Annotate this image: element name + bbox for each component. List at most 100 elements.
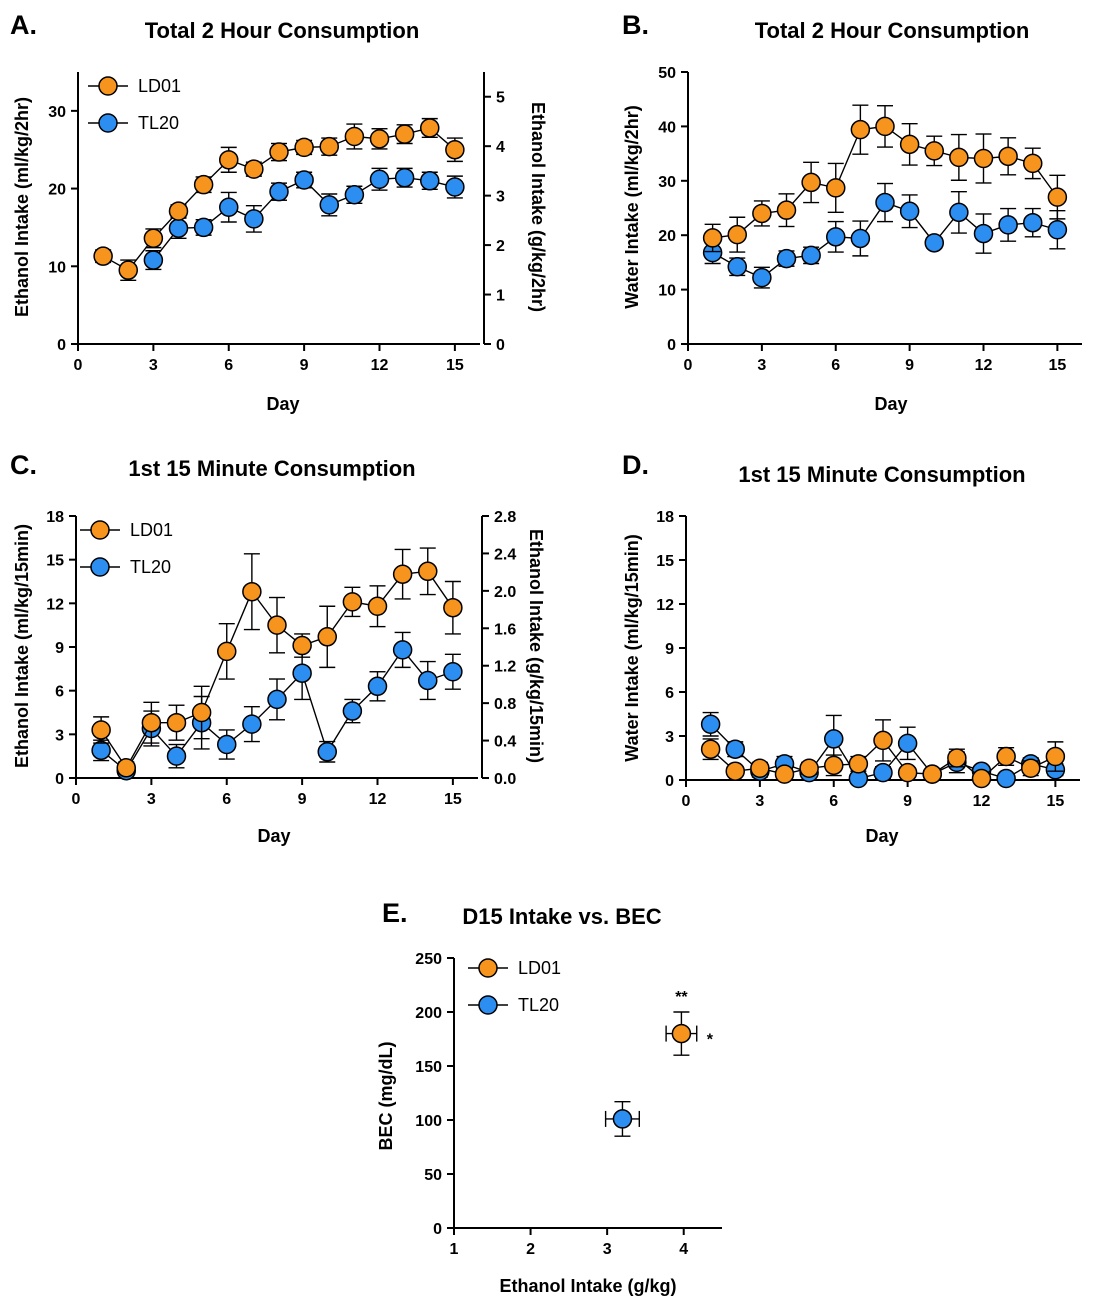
- panel-a-y-tick-label: 30: [48, 104, 66, 121]
- panel-c-right-tick-label: 1.6: [494, 621, 516, 638]
- panel-d-y-tick-label: 12: [656, 597, 674, 614]
- panel-c-y-tick-label: 9: [55, 640, 64, 657]
- panel-b-point-tl20: [1047, 220, 1068, 240]
- panel-b-y-tick-label: 30: [658, 174, 676, 191]
- panel-a-point-ld01: [193, 174, 214, 195]
- panel-c-point-ld01: [166, 712, 187, 733]
- panel-c-point-tl20: [367, 676, 388, 697]
- panel-a-point-tl20: [143, 250, 164, 270]
- panel-c-title: 1st 15 Minute Consumption: [128, 456, 415, 481]
- panel-a-point-tl20: [344, 185, 365, 205]
- panel-d-y-tick-label: 18: [656, 509, 674, 526]
- legend-label-ld01: LD01: [518, 958, 561, 978]
- panel-a-title: Total 2 Hour Consumption: [145, 18, 420, 43]
- panel-c-point-ld01: [292, 635, 312, 656]
- panel-a-point-ld01: [369, 129, 390, 149]
- panel-a-point-ld01: [244, 159, 264, 179]
- panel-b-point-tl20: [949, 202, 969, 223]
- panel-d-point-tl20: [996, 768, 1016, 789]
- panel-a-letter: A.: [10, 10, 37, 40]
- panel-c-point-tl20: [317, 742, 337, 762]
- panel-b-point-ld01: [998, 146, 1018, 167]
- panel-a-point-ld01: [143, 228, 164, 249]
- legend-marker-tl20: [90, 557, 110, 577]
- panel-a-x-tick-label: 9: [300, 357, 309, 374]
- panel-e-y-tick-label: 0: [433, 1221, 442, 1238]
- panel-c-right-axis-label: Ethanol Intake (g/kg/15min): [526, 529, 546, 763]
- panel-a-right-tick-label: 4: [496, 139, 505, 156]
- panel-a-point-tl20: [219, 197, 239, 217]
- panel-b-point-ld01: [702, 228, 723, 248]
- panel-c-point-tl20: [217, 734, 237, 755]
- panel-d-x-tick-label: 6: [829, 793, 838, 810]
- panel-d-point-ld01: [897, 762, 918, 783]
- panel-b-point-tl20: [899, 201, 920, 222]
- panel-a-point-tl20: [445, 177, 465, 197]
- panel-b-point-ld01: [850, 119, 871, 140]
- panel-a-point-ld01: [394, 124, 415, 144]
- panel-e-y-tick-label: 200: [415, 1005, 442, 1022]
- panel-b-point-ld01: [973, 148, 994, 169]
- panel-c-point-ld01: [217, 641, 237, 662]
- panel-c-y-tick-label: 12: [46, 596, 64, 613]
- panel-c-point-tl20: [91, 740, 111, 761]
- panel-c-point-ld01: [267, 615, 287, 635]
- panel-d-point-tl20: [897, 733, 918, 754]
- panel-a-right-tick-label: 2: [496, 238, 505, 255]
- panel-c-point-ld01: [418, 561, 438, 582]
- panel-c-point-tl20: [443, 661, 463, 682]
- panel-c-x-tick-label: 9: [298, 791, 307, 808]
- panel-e-y-tick-label: 250: [415, 951, 442, 968]
- panel-d-x-tick-label: 12: [973, 793, 991, 810]
- panel-e-point-tl20: [612, 1109, 633, 1129]
- panel-b-point-tl20: [850, 228, 871, 249]
- panel-c-point-tl20: [267, 689, 287, 710]
- panel-e-title: D15 Intake vs. BEC: [462, 904, 661, 929]
- panel-c-point-tl20: [242, 714, 262, 734]
- panel-b-y-tick-label: 40: [658, 119, 676, 136]
- panel-c-point-tl20: [418, 670, 438, 691]
- panel-b-x-tick-label: 6: [831, 357, 840, 374]
- panel-d-y-tick-label: 0: [665, 773, 674, 790]
- panel-d-x-tick-label: 0: [682, 793, 691, 810]
- panel-d-point-ld01: [725, 761, 745, 781]
- panel-d-point-ld01: [873, 730, 893, 751]
- panel-c-right-tick-label: 2.4: [494, 546, 516, 563]
- panel-a-point-tl20: [244, 209, 264, 229]
- panel-e-letter: E.: [382, 898, 408, 928]
- panel-e-x-tick-label: 3: [603, 1241, 612, 1258]
- panel-c-y-tick-label: 0: [55, 771, 64, 788]
- panel-a-x-tick-label: 0: [74, 357, 83, 374]
- panel-b-x-tick-label: 3: [757, 357, 766, 374]
- panel-e-x-tick-label: 2: [526, 1241, 535, 1258]
- panel-c-x-tick-label: 3: [147, 791, 156, 808]
- panel-a-point-ld01: [344, 126, 365, 147]
- panel-d-point-ld01: [971, 768, 992, 789]
- panel-d-point-ld01: [750, 758, 770, 779]
- panel-c-point-ld01: [367, 596, 388, 616]
- panel-d-x-axis-label: Day: [865, 826, 898, 846]
- panel-e: E. D15 Intake vs. BEC BEC (mg/dL) Ethano…: [376, 898, 722, 1296]
- panel-a-point-ld01: [294, 137, 314, 158]
- panel-c-right-tick-label: 0.0: [494, 771, 516, 788]
- panel-b: B. Total 2 Hour Consumption Water Intake…: [622, 10, 1082, 414]
- panel-b-point-ld01: [1023, 153, 1043, 174]
- panel-b-point-ld01: [801, 172, 821, 193]
- panel-c-x-tick-label: 12: [369, 791, 387, 808]
- panel-b-x-axis-label: Day: [874, 394, 907, 414]
- legend-marker-tl20: [98, 113, 118, 133]
- panel-b-x-tick-label: 15: [1048, 357, 1066, 374]
- legend-marker-ld01: [478, 958, 498, 978]
- panel-c-point-ld01: [342, 592, 363, 612]
- panel-e-y-axis-label: BEC (mg/dL): [376, 1042, 396, 1151]
- legend-label-tl20: TL20: [130, 557, 171, 577]
- panel-a-point-ld01: [420, 118, 440, 138]
- panel-a-x-tick-label: 15: [446, 357, 464, 374]
- panel-c-point-ld01: [392, 564, 413, 584]
- panel-b-point-tl20: [1023, 212, 1043, 233]
- panel-b-point-tl20: [875, 192, 895, 213]
- panel-d-point-tl20: [824, 729, 844, 749]
- panel-d: D. 1st 15 Minute Consumption Water Intak…: [622, 450, 1080, 846]
- panel-c-y-tick-label: 15: [46, 553, 64, 570]
- panel-b-y-tick-label: 50: [658, 65, 676, 82]
